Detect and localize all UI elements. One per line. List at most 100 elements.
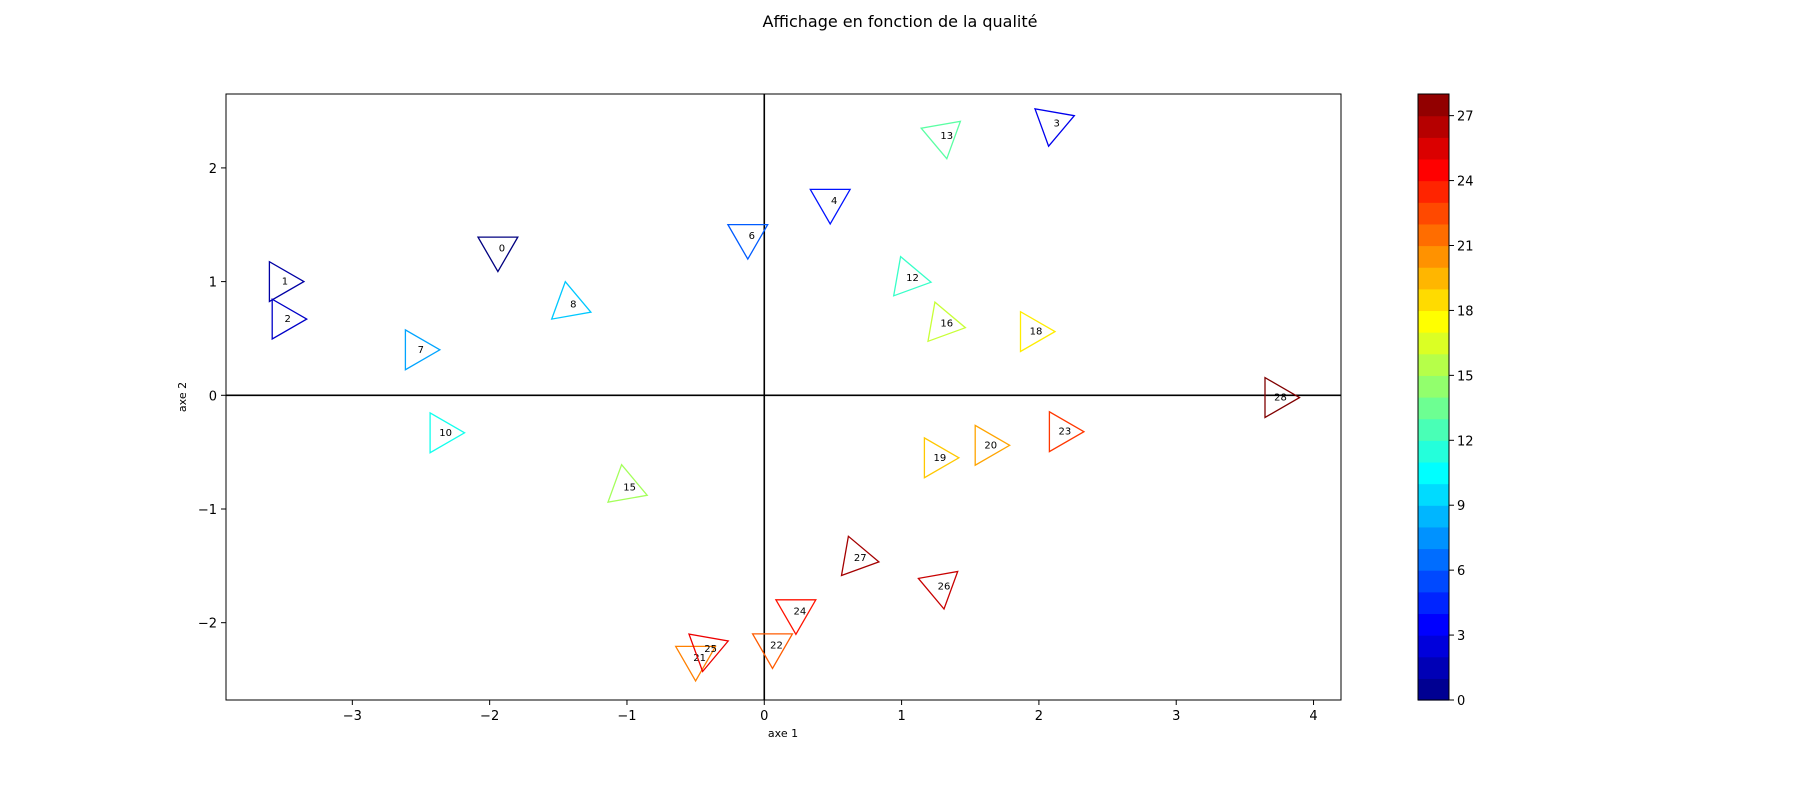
data-point-marker bbox=[1034, 107, 1076, 148]
x-tick-label: 4 bbox=[1309, 709, 1317, 724]
chart-title: Affichage en fonction de la qualité bbox=[763, 12, 1038, 31]
colorbar-segment bbox=[1418, 267, 1449, 290]
data-point-marker bbox=[840, 535, 881, 577]
colorbar-segment bbox=[1418, 440, 1449, 463]
data-point-label: 26 bbox=[938, 581, 951, 592]
colorbar: 0 3 6 9 12 15 18 21 24 27 bbox=[1417, 93, 1474, 709]
data-point-marker bbox=[688, 633, 730, 673]
colorbar-tick-label: 6 bbox=[1457, 564, 1465, 579]
colorbar-segment bbox=[1418, 635, 1449, 658]
colorbar-tick-label: 24 bbox=[1457, 175, 1474, 190]
colorbar-frame bbox=[1417, 93, 1450, 701]
x-tick-label: 1 bbox=[897, 709, 905, 724]
data-point-marker bbox=[476, 236, 519, 273]
colorbar-segment bbox=[1418, 656, 1449, 679]
y-axis-label: axe 2 bbox=[176, 382, 189, 412]
data-point-label: 19 bbox=[934, 453, 947, 464]
y-tick-label: 2 bbox=[209, 162, 217, 177]
colorbar-segment bbox=[1418, 591, 1449, 615]
data-point-marker bbox=[923, 436, 961, 479]
colorbar-segment bbox=[1418, 461, 1449, 485]
y-tick-label: 0 bbox=[209, 389, 217, 404]
data-point-marker bbox=[1048, 410, 1086, 453]
data-point-marker bbox=[607, 463, 649, 504]
colorbar-segment bbox=[1418, 202, 1449, 225]
data-point-label: 16 bbox=[940, 319, 953, 330]
data-point-label: 20 bbox=[984, 440, 997, 451]
y-tick-label: 1 bbox=[209, 276, 217, 291]
colorbar-segment bbox=[1418, 310, 1449, 333]
data-point-marker bbox=[809, 188, 852, 226]
colorbar-segment bbox=[1418, 418, 1449, 441]
colorbar-tick-label: 3 bbox=[1457, 629, 1465, 644]
colorbar-segment bbox=[1418, 375, 1449, 398]
data-point-label: 21 bbox=[693, 653, 706, 664]
data-point-label: 25 bbox=[704, 644, 717, 655]
x-tick-label: −1 bbox=[617, 709, 636, 724]
colorbar-segment bbox=[1418, 397, 1449, 420]
data-point-label: 15 bbox=[623, 482, 636, 493]
data-point-label: 24 bbox=[793, 606, 806, 617]
colorbar-segment bbox=[1418, 526, 1449, 550]
colorbar-segment bbox=[1418, 115, 1449, 138]
colorbar-tick-label: 0 bbox=[1457, 694, 1465, 709]
colorbar-segment bbox=[1418, 483, 1449, 506]
data-point-label: 13 bbox=[940, 131, 953, 142]
data-point-marker bbox=[892, 255, 933, 297]
x-axis: −3 −2 −1 0 1 2 3 4 bbox=[343, 700, 1318, 724]
colorbar-segment bbox=[1418, 158, 1449, 182]
data-point-marker bbox=[917, 570, 959, 611]
colorbar-tick-label: 21 bbox=[1457, 240, 1474, 255]
data-point-label: 12 bbox=[906, 273, 919, 284]
colorbar-segment bbox=[1418, 353, 1449, 376]
data-point-marker bbox=[927, 300, 967, 343]
data-point-label: 6 bbox=[749, 231, 755, 242]
data-point-marker bbox=[1019, 310, 1057, 353]
colorbar-segment bbox=[1418, 94, 1449, 117]
x-tick-label: −2 bbox=[480, 709, 499, 724]
colorbar-segment bbox=[1418, 245, 1449, 268]
data-point-marker bbox=[404, 328, 442, 371]
data-point-marker bbox=[919, 120, 962, 160]
data-point-label: 10 bbox=[439, 428, 452, 439]
x-axis-label: axe 1 bbox=[768, 727, 798, 740]
colorbar-segment bbox=[1418, 332, 1449, 355]
colorbar-segment bbox=[1418, 570, 1449, 593]
data-point-label: 28 bbox=[1274, 393, 1287, 404]
data-point-marker bbox=[726, 223, 769, 261]
data-point-marker bbox=[674, 645, 717, 683]
data-point-label: 0 bbox=[499, 244, 505, 255]
data-point-marker bbox=[550, 280, 593, 320]
colorbar-segment bbox=[1418, 613, 1449, 636]
data-point-label: 27 bbox=[854, 553, 867, 564]
y-tick-label: −1 bbox=[198, 503, 217, 518]
data-point-marker bbox=[429, 411, 466, 454]
y-tick-label: −2 bbox=[198, 617, 217, 632]
colorbar-segment bbox=[1418, 288, 1449, 312]
data-point-label: 4 bbox=[831, 196, 837, 207]
colorbar-tick-label: 15 bbox=[1457, 369, 1474, 384]
data-point-marker bbox=[268, 260, 306, 303]
colorbar-tick-label: 18 bbox=[1457, 304, 1474, 319]
x-tick-label: 2 bbox=[1035, 709, 1043, 724]
data-point-marker bbox=[751, 633, 794, 670]
plot-frame bbox=[225, 93, 1342, 701]
colorbar-segment bbox=[1418, 137, 1449, 160]
x-tick-label: 3 bbox=[1172, 709, 1180, 724]
colorbar-segment bbox=[1418, 505, 1449, 528]
colorbar-segment bbox=[1418, 548, 1449, 571]
data-point-label: 22 bbox=[770, 640, 783, 651]
x-tick-label: −3 bbox=[343, 709, 362, 724]
data-point-label: 23 bbox=[1059, 427, 1072, 438]
colorbar-tick-label: 12 bbox=[1457, 434, 1474, 449]
data-point-marker bbox=[1264, 376, 1301, 419]
colorbar-tick-label: 9 bbox=[1457, 499, 1465, 514]
data-point-marker bbox=[271, 298, 309, 341]
colorbar-tick-label: 27 bbox=[1457, 110, 1474, 125]
colorbar-segment bbox=[1418, 678, 1449, 701]
data-point-label: 7 bbox=[418, 345, 424, 356]
data-point-marker bbox=[974, 424, 1012, 467]
x-tick-label: 0 bbox=[760, 709, 768, 724]
